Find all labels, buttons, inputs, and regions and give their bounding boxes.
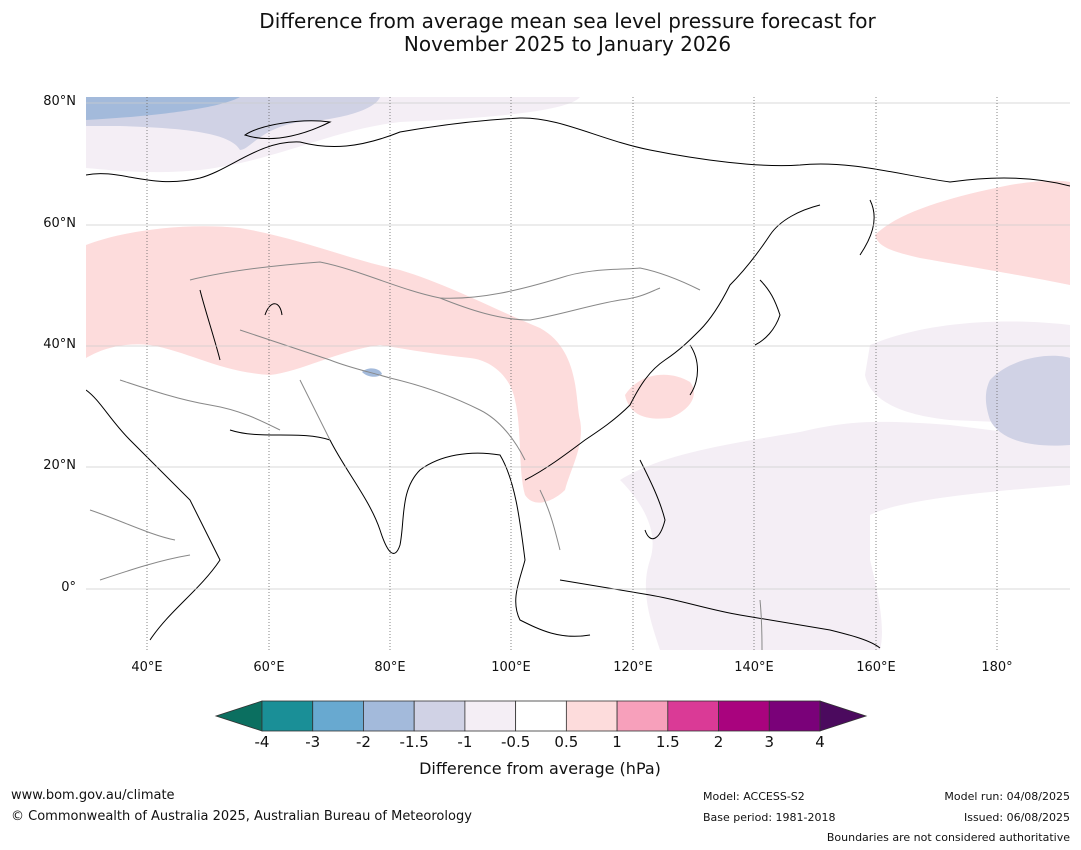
website-text: www.bom.gov.au/climate: [11, 788, 175, 803]
longitude-label-80e: 80°E: [374, 660, 406, 675]
latitude-label-40n: 40°N: [43, 337, 76, 352]
model-run-text: Model run: 04/08/2025: [944, 790, 1070, 803]
colorbar-tick-label: -0.5: [500, 733, 531, 751]
longitude-label-160e: 160°E: [856, 660, 896, 675]
colorbar-tick-label: -2: [355, 733, 371, 751]
colorbar-tick-label: 3: [764, 733, 775, 751]
colorbar-cell: [768, 700, 821, 732]
colorbar-cell: [413, 700, 466, 732]
map-title: Difference from average mean sea level p…: [0, 10, 1081, 56]
colorbar-tick-label: 2: [713, 733, 724, 751]
anomaly-positive-central-asia: [86, 226, 582, 503]
map-title-line-2: November 2025 to January 2026: [403, 32, 732, 56]
colorbar-cell: [565, 700, 618, 732]
colorbar: [214, 700, 868, 732]
colorbar-tick-label: -3: [305, 733, 321, 751]
colorbar-tick-label: 1.5: [655, 733, 680, 751]
colorbar-cell: [718, 700, 770, 732]
longitude-label-40e: 40°E: [131, 660, 163, 675]
latitude-label-60n: 60°N: [43, 216, 76, 231]
country-borders: [89, 261, 763, 650]
colorbar-tick-label: -1.5: [399, 733, 429, 751]
colorbar-tick-label: -1: [457, 733, 473, 751]
latitude-gridlines: [86, 102, 1070, 590]
copyright-text: © Commonwealth of Australia 2025, Austra…: [11, 809, 472, 824]
disclaimer-text: Boundaries are not considered authoritat…: [826, 831, 1070, 844]
anomaly-low-north-pacific: [985, 355, 1070, 446]
coastlines: [86, 117, 1070, 649]
longitude-gridlines: [146, 97, 998, 650]
longitude-label-140e: 140°E: [734, 660, 774, 675]
longitude-label-60e: 60°E: [253, 660, 285, 675]
longitude-label-180: 180°: [981, 660, 1013, 675]
anomaly-positive-kamchatka: [875, 180, 1070, 285]
colorbar-tick-label: 4: [815, 733, 825, 751]
colorbar-cells: [261, 700, 821, 732]
colorbar-cell: [515, 700, 567, 732]
colorbar-title: Difference from average (hPa): [419, 759, 661, 778]
colorbar-under-arrow: [214, 700, 263, 732]
anomaly-negative-pacific: [620, 421, 1070, 650]
latitude-label-0: 0°: [61, 580, 76, 595]
colorbar-cell: [312, 700, 364, 732]
colorbar-cell: [464, 700, 517, 732]
longitude-label-100e: 100°E: [491, 660, 531, 675]
colorbar-cell: [363, 700, 415, 732]
issued-text: Issued: 06/08/2025: [963, 811, 1070, 824]
forecast-map: [86, 97, 1070, 650]
colorbar-over-arrow: [819, 700, 868, 732]
colorbar-tick-label: 0.5: [554, 733, 579, 751]
colorbar-cell: [667, 700, 719, 732]
latitude-label-20n: 20°N: [43, 458, 76, 473]
colorbar-tick-label: 1: [612, 733, 622, 751]
longitude-label-120e: 120°E: [613, 660, 653, 675]
colorbar-tick-label: -4: [254, 733, 270, 751]
base-period-text: Base period: 1981-2018: [703, 811, 836, 824]
latitude-label-80n: 80°N: [43, 94, 76, 109]
model-text: Model: ACCESS-S2: [703, 790, 805, 803]
anomaly-positive-east-china: [625, 374, 694, 419]
colorbar-cell: [616, 700, 669, 732]
map-title-line-1: Difference from average mean sea level p…: [259, 9, 876, 33]
colorbar-cell: [261, 700, 314, 732]
